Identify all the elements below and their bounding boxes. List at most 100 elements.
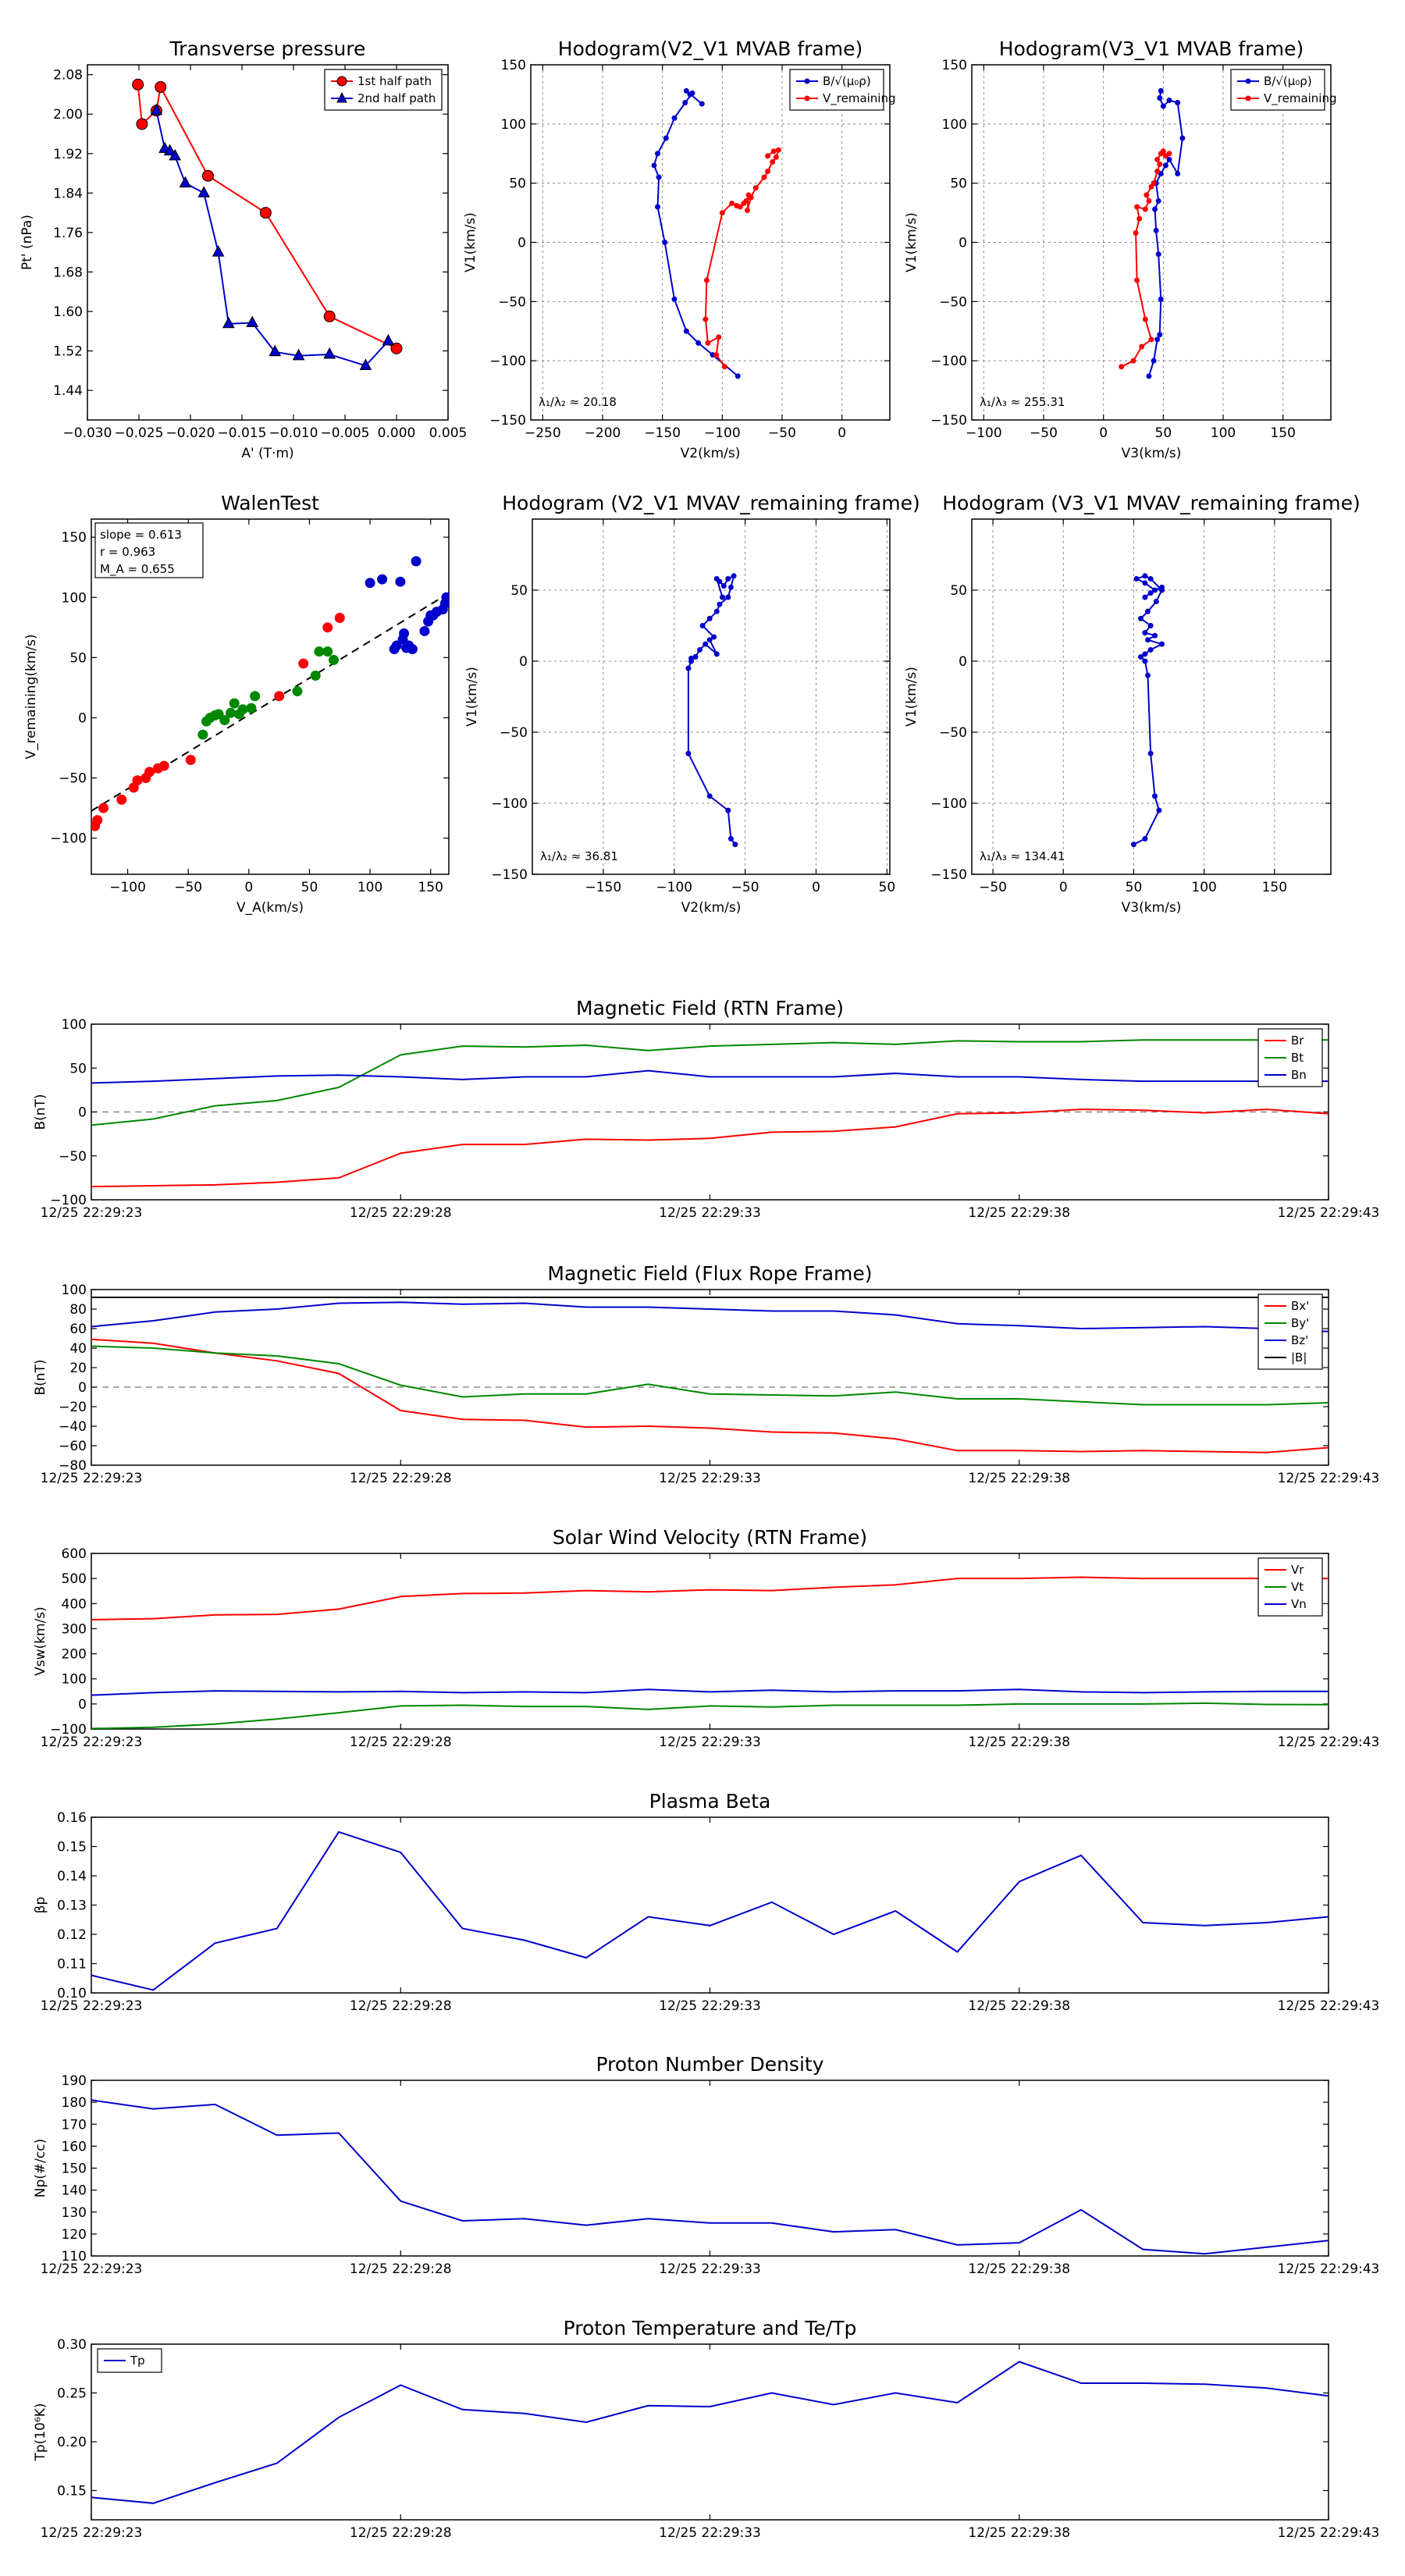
x-tick-label: −0.025: [115, 425, 164, 441]
data-point: [1158, 296, 1164, 302]
data-point: [720, 583, 727, 589]
data-point: [246, 703, 257, 713]
x-axis-label: V3(km/s): [1122, 446, 1182, 461]
series-line-Bn: [91, 1069, 1329, 1084]
x-tick-label: 0.000: [378, 425, 416, 441]
data-point: [702, 641, 709, 647]
x-tick-label: −0.010: [269, 425, 318, 441]
y-axis-label: V1(km/s): [904, 667, 919, 727]
series-line-Vn: [91, 1688, 1329, 1696]
data-point: [1134, 204, 1140, 210]
data-point: [662, 240, 668, 245]
data-point: [1155, 251, 1161, 258]
y-tick-label: 0.13: [57, 1898, 87, 1914]
data-point: [441, 592, 449, 603]
data-point: [382, 333, 395, 346]
y-axis-label: Vsw(km/s): [33, 1606, 48, 1676]
y-tick-label: 0.30: [57, 2337, 87, 2353]
data-point: [656, 174, 662, 180]
y-tick-label: 60: [69, 1322, 87, 1337]
x-tick-label: 50: [1155, 425, 1172, 441]
stats-box: [94, 522, 204, 578]
y-tick-label: −50: [498, 294, 526, 310]
data-point: [682, 100, 688, 106]
data-point: [761, 174, 767, 180]
y-tick-label: 0.15: [57, 2484, 87, 2500]
data-point: [1147, 646, 1154, 653]
stat-line: slope = 0.613: [100, 528, 182, 542]
x-tick-label: 100: [1211, 425, 1236, 441]
data-point: [237, 704, 248, 715]
data-point: [1146, 373, 1152, 379]
x-axis-label: A' (T·m): [241, 446, 293, 461]
legend-label: Tp: [130, 2354, 145, 2368]
data-point: [1119, 364, 1125, 370]
eigenvalue-ratio: λ₁/λ₃ ≈ 255.31: [980, 395, 1065, 409]
chart-title: Solar Wind Velocity (RTN Frame): [553, 1526, 867, 1549]
chart-title: Magnetic Field (Flux Rope Frame): [547, 1262, 872, 1285]
data-point: [1166, 98, 1172, 103]
data-point: [1159, 584, 1165, 590]
x-tick-label: −0.030: [63, 425, 112, 441]
chart-title: Hodogram (V2_V1 MVAV_remaining frame): [502, 492, 920, 514]
data-point: [1144, 637, 1151, 643]
y-tick-label: 0: [78, 1105, 87, 1121]
data-point: [1147, 590, 1154, 596]
x-tick-label: 150: [1262, 880, 1287, 895]
data-point: [334, 612, 345, 623]
plot-frame: [91, 2343, 1329, 2521]
data-point: [706, 793, 713, 799]
data-point: [1139, 343, 1145, 350]
data-point: [1142, 630, 1148, 636]
x-tick-label: 100: [1191, 880, 1216, 895]
data-point: [775, 147, 781, 153]
chart-mag_rtn: 12/25 22:29:23 12/25 22:29:28 12/25 22:29:…: [33, 997, 1379, 1221]
y-axis-label: Pt' (nPa): [20, 215, 35, 270]
data-point: [1136, 215, 1143, 222]
data-point: [1144, 608, 1151, 614]
data-point: [692, 654, 699, 660]
y-tick-label: 150: [62, 2161, 87, 2177]
plot-frame: [91, 1816, 1329, 1994]
data-point: [1142, 573, 1148, 579]
data-point: [359, 358, 372, 370]
data-point: [651, 162, 657, 169]
y-tick-label: 300: [62, 1621, 87, 1637]
data-point: [292, 686, 303, 697]
data-point: [377, 574, 388, 585]
chart-tp: −0.030 −0.025 −0.020 −0.015 −0.010 −0.005 0.00…: [20, 37, 467, 461]
y-tick-label: 1.44: [53, 383, 83, 399]
y-tick-label: 170: [62, 2117, 87, 2133]
data-point: [314, 646, 325, 657]
eigenvalue-ratio: λ₁/λ₃ ≈ 134.41: [980, 849, 1065, 863]
data-point: [737, 204, 743, 210]
data-point: [725, 594, 731, 600]
data-point: [1175, 100, 1181, 106]
y-tick-label: 0: [518, 236, 526, 251]
data-point: [773, 154, 779, 160]
data-point: [201, 169, 214, 182]
data-point: [292, 348, 305, 361]
data-point: [765, 153, 771, 159]
x-tick-label: −0.020: [166, 425, 215, 441]
chart-beta: 12/25 22:29:23 12/25 22:29:28 12/25 22:29:…: [33, 1790, 1379, 2014]
chart-np: 12/25 22:29:23 12/25 22:29:28 12/25 22:29:…: [33, 2053, 1379, 2277]
x-axis-label: V3(km/s): [1122, 900, 1182, 916]
x-tick-label: 12/25 22:29:43: [1278, 1471, 1380, 1486]
x-tick-label: 12/25 22:29:43: [1278, 1735, 1380, 1750]
data-point: [1166, 151, 1172, 157]
series-line-Tp: [91, 2361, 1329, 2504]
x-tick-label: 12/25 22:29:28: [350, 1735, 452, 1750]
data-point: [1153, 227, 1159, 233]
y-tick-label: 1.84: [53, 186, 83, 201]
plot-area: [91, 2099, 1329, 2255]
data-point: [688, 655, 695, 661]
data-point: [717, 601, 723, 607]
data-point: [92, 815, 103, 826]
y-tick-label: −50: [59, 771, 87, 787]
x-tick-label: −0.005: [321, 425, 370, 441]
data-point: [179, 176, 192, 188]
data-point: [144, 767, 155, 777]
chart-title: Proton Number Density: [596, 2053, 824, 2076]
x-tick-label: 12/25 22:29:43: [1278, 2261, 1380, 2277]
